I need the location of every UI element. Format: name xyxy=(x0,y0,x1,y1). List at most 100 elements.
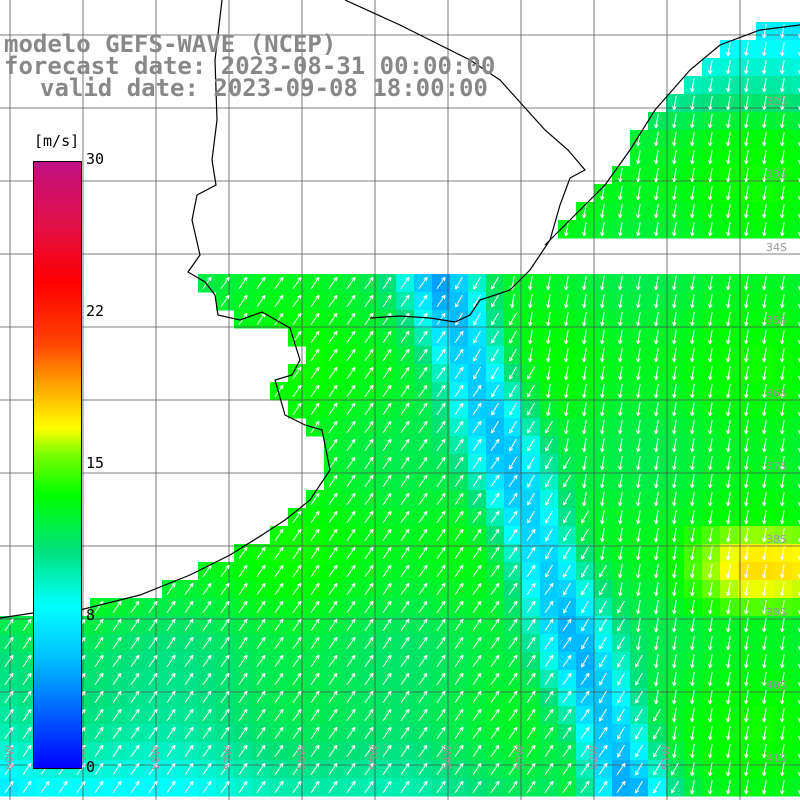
wind-cell xyxy=(792,490,800,509)
wind-cell xyxy=(792,580,800,599)
wind-arrow xyxy=(672,96,677,111)
wind-arrow xyxy=(491,348,499,362)
wind-arrow xyxy=(490,564,500,578)
wind-cell xyxy=(792,220,800,239)
wind-arrow xyxy=(635,726,643,740)
wind-arrow xyxy=(436,744,446,758)
wind-arrow xyxy=(672,150,677,165)
colorbar-tick-8: 8 xyxy=(86,606,96,624)
wind-arrow xyxy=(599,654,607,668)
wind-arrow xyxy=(166,582,176,596)
wind-cell xyxy=(792,94,800,113)
wind-arrow xyxy=(400,582,410,596)
wind-arrow xyxy=(184,762,194,776)
wind-arrow xyxy=(636,474,641,489)
wind-arrows xyxy=(4,24,800,795)
wind-arrow xyxy=(382,618,392,632)
wind-arrow xyxy=(346,600,356,614)
wind-arrow xyxy=(238,708,248,722)
wind-arrow xyxy=(544,618,554,632)
wind-arrow xyxy=(780,690,785,705)
wind-arrow xyxy=(562,744,572,758)
wind-arrow xyxy=(744,168,749,183)
wind-arrow xyxy=(472,726,482,740)
wind-arrow xyxy=(618,546,623,561)
wind-arrow xyxy=(382,276,392,290)
wind-arrow xyxy=(491,366,499,380)
wind-arrow xyxy=(618,420,623,435)
wind-arrow xyxy=(654,402,659,417)
wind-arrow xyxy=(418,528,428,542)
wind-arrow xyxy=(564,294,569,309)
wind-arrow xyxy=(292,600,302,614)
wind-arrow xyxy=(562,636,572,650)
wind-arrow xyxy=(744,618,749,633)
wind-arrow xyxy=(292,546,302,560)
wind-arrow xyxy=(292,528,302,542)
wind-arrow xyxy=(346,708,356,722)
wind-arrow xyxy=(400,744,410,758)
wind-arrow xyxy=(708,618,713,633)
wind-arrow xyxy=(256,780,266,794)
wind-arrow xyxy=(762,96,767,111)
wind-cell xyxy=(792,166,800,185)
wind-arrow xyxy=(780,780,785,795)
wind-arrow xyxy=(545,528,553,542)
wind-arrow xyxy=(690,672,695,687)
wind-arrow xyxy=(94,780,104,794)
wind-arrow xyxy=(364,564,374,578)
wind-arrow xyxy=(382,402,392,416)
wind-arrow xyxy=(472,438,482,452)
lat-label: 39S xyxy=(766,606,787,619)
wind-arrow xyxy=(346,690,356,704)
wind-arrow xyxy=(564,276,569,291)
wind-arrow xyxy=(654,546,659,561)
wind-arrow xyxy=(528,294,533,309)
wind-arrow xyxy=(564,222,569,237)
wind-arrow xyxy=(346,348,356,362)
wind-arrow xyxy=(364,744,374,758)
wind-arrow xyxy=(653,780,661,794)
lon-label: 52W xyxy=(587,745,600,770)
wind-arrow xyxy=(256,276,266,290)
wind-arrow xyxy=(636,492,641,507)
wind-arrow xyxy=(726,438,731,453)
wind-arrow xyxy=(364,708,374,722)
wind-arrow xyxy=(400,420,410,434)
wind-arrow xyxy=(508,690,518,704)
wind-arrow xyxy=(762,582,767,597)
wind-arrow xyxy=(744,780,749,795)
wind-arrow xyxy=(616,780,626,794)
wind-arrow xyxy=(382,492,392,506)
wind-arrow xyxy=(148,726,158,740)
wind-arrow xyxy=(310,384,320,398)
wind-arrow xyxy=(635,744,643,758)
wind-arrow xyxy=(618,438,623,453)
wind-arrow xyxy=(636,510,641,525)
wind-arrow xyxy=(762,294,767,309)
wind-arrow xyxy=(563,510,571,524)
wind-arrow xyxy=(418,636,428,650)
wind-arrow xyxy=(744,186,749,201)
wind-arrow xyxy=(238,294,248,308)
wind-arrow xyxy=(580,708,590,722)
wind-arrow xyxy=(509,330,517,344)
wind-arrow xyxy=(527,384,535,398)
wind-arrow xyxy=(94,654,104,668)
wind-arrow xyxy=(472,582,482,596)
wind-arrow xyxy=(418,654,428,668)
wind-arrow xyxy=(780,582,785,597)
wind-arrow xyxy=(582,456,587,471)
wind-arrow xyxy=(762,708,767,723)
wind-arrow xyxy=(708,708,713,723)
wind-arrow xyxy=(4,636,14,650)
wind-arrow xyxy=(762,564,767,579)
wind-arrow xyxy=(418,312,428,326)
wind-arrow xyxy=(148,780,158,794)
wind-arrow xyxy=(508,582,518,596)
wind-arrow xyxy=(708,420,713,435)
wind-arrow xyxy=(598,780,608,794)
wind-arrow xyxy=(762,492,767,507)
wind-arrow xyxy=(546,276,551,291)
wind-arrow xyxy=(600,330,605,345)
